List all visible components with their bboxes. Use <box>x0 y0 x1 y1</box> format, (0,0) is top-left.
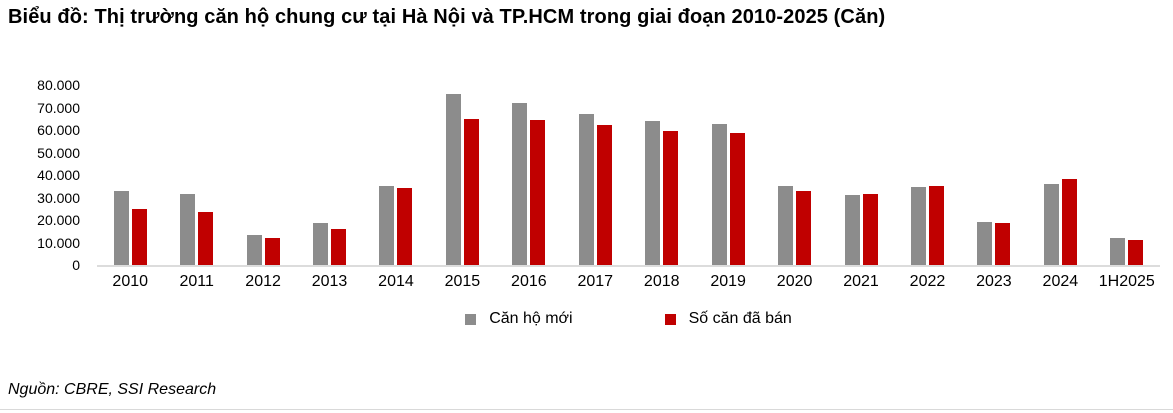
bar-group-2014 <box>363 85 429 265</box>
x-tick-label-2020: 2020 <box>776 273 813 290</box>
legend-label-new-supply: Căn hộ mới <box>489 310 573 327</box>
bar-Số căn đã bán-2010 <box>131 209 147 265</box>
y-tick-label: 70.000 <box>37 99 80 116</box>
x-tick-label-2012: 2012 <box>245 273 281 290</box>
bar-group-2024 <box>1027 85 1093 265</box>
x-tick-label-2022: 2022 <box>909 273 946 290</box>
bar-Số căn đã bán-2021 <box>862 194 878 265</box>
bar-Số căn đã bán-2023 <box>995 223 1011 265</box>
bar-Số căn đã bán-2014 <box>397 188 413 265</box>
bar-Số căn đã bán-2012 <box>264 238 280 265</box>
bar-Căn hộ mới-2015 <box>445 94 461 265</box>
bar-group-1H2025 <box>1094 85 1160 265</box>
bar-group-2011 <box>163 85 229 265</box>
bar-Căn hộ mới-2018 <box>645 121 661 265</box>
x-tick-label-2011: 2011 <box>179 273 214 290</box>
bar-group-2019 <box>695 85 761 265</box>
bar-group-2012 <box>230 85 296 265</box>
bar-Số căn đã bán-2015 <box>463 119 479 265</box>
bar-Căn hộ mới-2019 <box>711 124 727 265</box>
x-tick-label-2017: 2017 <box>577 273 614 290</box>
bar-Căn hộ mới-2017 <box>578 114 594 265</box>
x-tick-label-2016: 2016 <box>511 273 547 290</box>
bar-group-2013 <box>296 85 362 265</box>
x-tick-label-2018: 2018 <box>643 273 680 290</box>
legend: Căn hộ mới Số căn đã bán <box>97 310 1160 328</box>
bar-group-2022 <box>894 85 960 265</box>
x-tick-label-2021: 2021 <box>843 273 879 290</box>
bar-Số căn đã bán-2013 <box>331 229 347 265</box>
bar-Số căn đã bán-2019 <box>729 133 745 265</box>
page-title: Biểu đồ: Thị trường căn hộ chung cư tại … <box>8 6 886 28</box>
bar-Căn hộ mới-2013 <box>313 223 329 265</box>
y-tick-label: 10.000 <box>37 234 80 251</box>
bar-group-2020 <box>761 85 827 265</box>
legend-item-new-supply: Căn hộ mới <box>465 310 573 328</box>
bar-group-2021 <box>828 85 894 265</box>
bottom-divider <box>0 409 1173 410</box>
x-tick-label-1H2025: 1H2025 <box>1098 273 1155 290</box>
bar-Căn hộ mới-2012 <box>246 235 262 265</box>
y-tick-label: 80.000 <box>37 77 80 93</box>
x-tick-label-2015: 2015 <box>444 273 481 290</box>
bar-Căn hộ mới-2023 <box>977 222 993 265</box>
bar-Số căn đã bán-2018 <box>663 131 679 265</box>
bar-Số căn đã bán-1H2025 <box>1128 240 1144 265</box>
x-tick-label-2013: 2013 <box>311 273 348 290</box>
y-tick-label: 60.000 <box>37 122 80 138</box>
plot-area <box>97 85 1160 267</box>
bar-Số căn đã bán-2016 <box>530 120 546 265</box>
x-tick-label-2010: 2010 <box>112 273 149 290</box>
bar-Căn hộ mới-2024 <box>1043 184 1059 265</box>
bar-Số căn đã bán-2022 <box>928 186 944 265</box>
y-tick-label: 30.000 <box>37 189 80 206</box>
x-tick-label-2023: 2023 <box>976 273 1012 290</box>
bar-Số căn đã bán-2011 <box>198 212 214 265</box>
bar-Căn hộ mới-2014 <box>379 186 395 265</box>
bar-group-2015 <box>429 85 495 265</box>
bar-Số căn đã bán-2020 <box>796 191 812 265</box>
legend-swatch-new-supply-icon <box>465 313 477 325</box>
x-tick-label-2019: 2019 <box>710 273 746 290</box>
bar-Căn hộ mới-2010 <box>113 191 129 265</box>
bar-Căn hộ mới-2020 <box>778 186 794 265</box>
bar-group-2017 <box>562 85 628 265</box>
bar-group-2016 <box>496 85 562 265</box>
y-tick-label: 40.000 <box>37 167 80 183</box>
source-note: Nguồn: CBRE, SSI Research <box>8 381 217 398</box>
y-tick-label: 0 <box>72 257 80 273</box>
x-axis: 2010 2011 2012 2013 2014 2015 2016 2017 2018 2019… <box>97 273 1160 291</box>
y-tick-label: 50.000 <box>37 144 80 161</box>
bar-group-2023 <box>961 85 1027 265</box>
bar-group-2010 <box>97 85 163 265</box>
legend-item-units-sold: Số căn đã bán <box>664 310 792 328</box>
bar-Căn hộ mới-2021 <box>844 195 860 265</box>
legend-label-units-sold: Số căn đã bán <box>688 310 792 327</box>
bar-Căn hộ mới-1H2025 <box>1110 238 1126 265</box>
legend-swatch-units-sold-icon <box>664 313 676 325</box>
bar-group-2018 <box>629 85 695 265</box>
x-tick-label-2024: 2024 <box>1042 273 1079 290</box>
bar-Số căn đã bán-2017 <box>596 125 612 265</box>
y-tick-label: 20.000 <box>37 212 80 228</box>
x-tick-label-2014: 2014 <box>378 273 414 290</box>
bar-Căn hộ mới-2022 <box>910 187 926 265</box>
bar-Căn hộ mới-2011 <box>180 194 196 265</box>
bar-Căn hộ mới-2016 <box>512 103 528 265</box>
bar-Số căn đã bán-2024 <box>1061 179 1077 265</box>
